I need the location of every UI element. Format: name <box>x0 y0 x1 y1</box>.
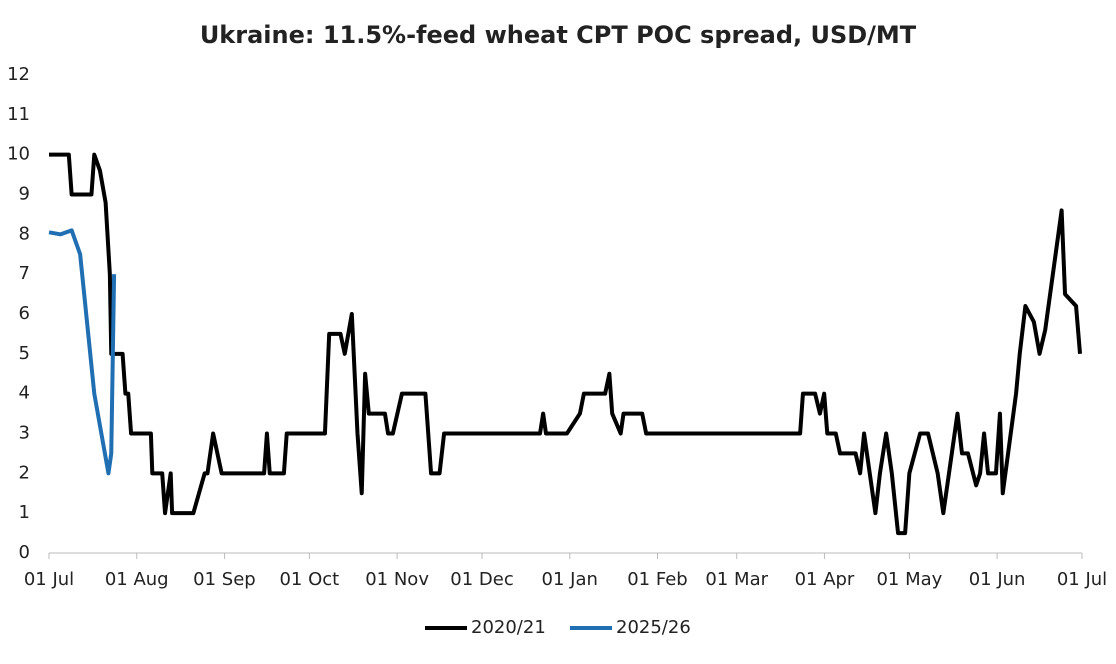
y-tick-label: 6 <box>19 303 30 324</box>
x-tick-label: 01 Aug <box>105 569 169 590</box>
legend-label: 2025/26 <box>616 617 691 638</box>
x-tick-label: 01 Feb <box>627 569 688 590</box>
y-tick-label: 11 <box>7 104 30 125</box>
y-tick-label: 4 <box>19 383 30 404</box>
x-tick-label: 01 Apr <box>795 569 855 590</box>
y-tick-label: 1 <box>19 502 30 523</box>
chart-title: Ukraine: 11.5%-feed wheat CPT POC spread… <box>200 21 917 49</box>
x-tick-label: 01 Oct <box>279 569 339 590</box>
x-tick-label: 01 Sep <box>193 569 256 590</box>
y-tick-label: 5 <box>19 343 30 364</box>
x-tick-label: 01 Jul <box>24 569 74 590</box>
x-tick-label: 01 Jan <box>542 569 598 590</box>
y-tick-label: 2 <box>19 462 30 483</box>
x-tick-label: 01 Mar <box>705 569 768 590</box>
y-tick-label: 8 <box>19 223 30 244</box>
x-tick-label: 01 Nov <box>365 569 429 590</box>
x-tick-label: 01 Dec <box>450 569 513 590</box>
y-tick-label: 12 <box>7 64 30 85</box>
y-tick-label: 0 <box>19 542 30 563</box>
x-tick-label: 01 Jun <box>969 569 1026 590</box>
series-line <box>49 152 1083 536</box>
y-tick-label: 10 <box>7 144 30 165</box>
y-tick-label: 9 <box>19 184 30 205</box>
legend-label: 2020/21 <box>471 617 546 638</box>
y-tick-label: 3 <box>19 423 30 444</box>
x-tick-label: 01 Jul <box>1057 569 1107 590</box>
series-line <box>48 228 117 476</box>
x-tick-label: 01 May <box>876 569 942 590</box>
y-tick-label: 7 <box>19 263 30 284</box>
